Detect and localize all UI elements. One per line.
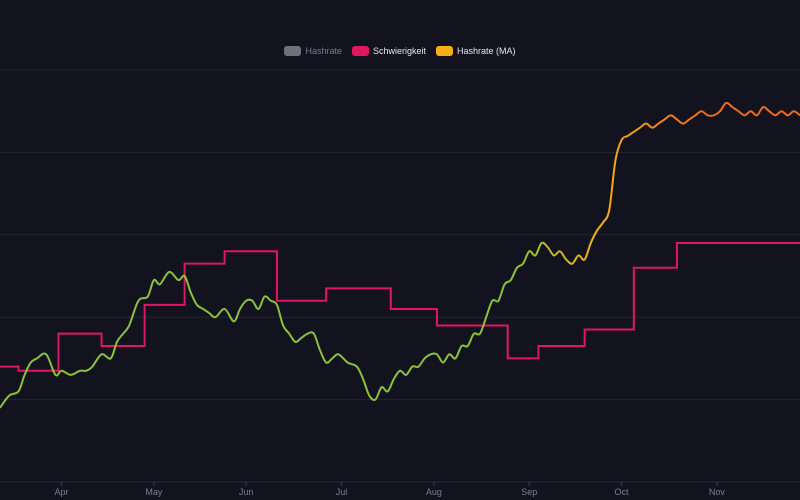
legend-label-hashrate-ma: Hashrate (MA) — [457, 46, 516, 56]
series-layer — [0, 101, 800, 409]
legend-swatch-hashrate — [284, 46, 302, 56]
series-line-schwierigkeit — [0, 242, 800, 372]
legend-label-schwierigkeit: Schwierigkeit — [372, 46, 427, 56]
legend-item-hashrate-ma[interactable]: Hashrate (MA) — [436, 46, 516, 56]
x-tick-label-aug: Aug — [426, 487, 442, 497]
series-line-hashrate-ma — [0, 101, 800, 409]
x-tick-label-jun: Jun — [239, 487, 254, 497]
x-tick-label-nov: Nov — [709, 487, 726, 497]
legend: Hashrate Schwierigkeit Hashrate (MA) — [0, 46, 800, 56]
x-tick-label-may: May — [145, 487, 163, 497]
x-tick-label-sep: Sep — [521, 487, 537, 497]
x-tick-label-oct: Oct — [615, 487, 630, 497]
x-axis: Apr May Jun Jul Aug Sep Oct Nov — [55, 482, 726, 497]
x-tick-label-apr: Apr — [55, 487, 69, 497]
legend-swatch-schwierigkeit — [351, 46, 369, 56]
grid-lines — [0, 69, 800, 483]
legend-swatch-hashrate-ma — [436, 46, 454, 56]
legend-label-hashrate: Hashrate — [305, 46, 342, 56]
legend-item-hashrate[interactable]: Hashrate — [284, 46, 342, 56]
legend-item-schwierigkeit[interactable]: Schwierigkeit — [351, 46, 427, 56]
x-tick-label-jul: Jul — [336, 487, 348, 497]
